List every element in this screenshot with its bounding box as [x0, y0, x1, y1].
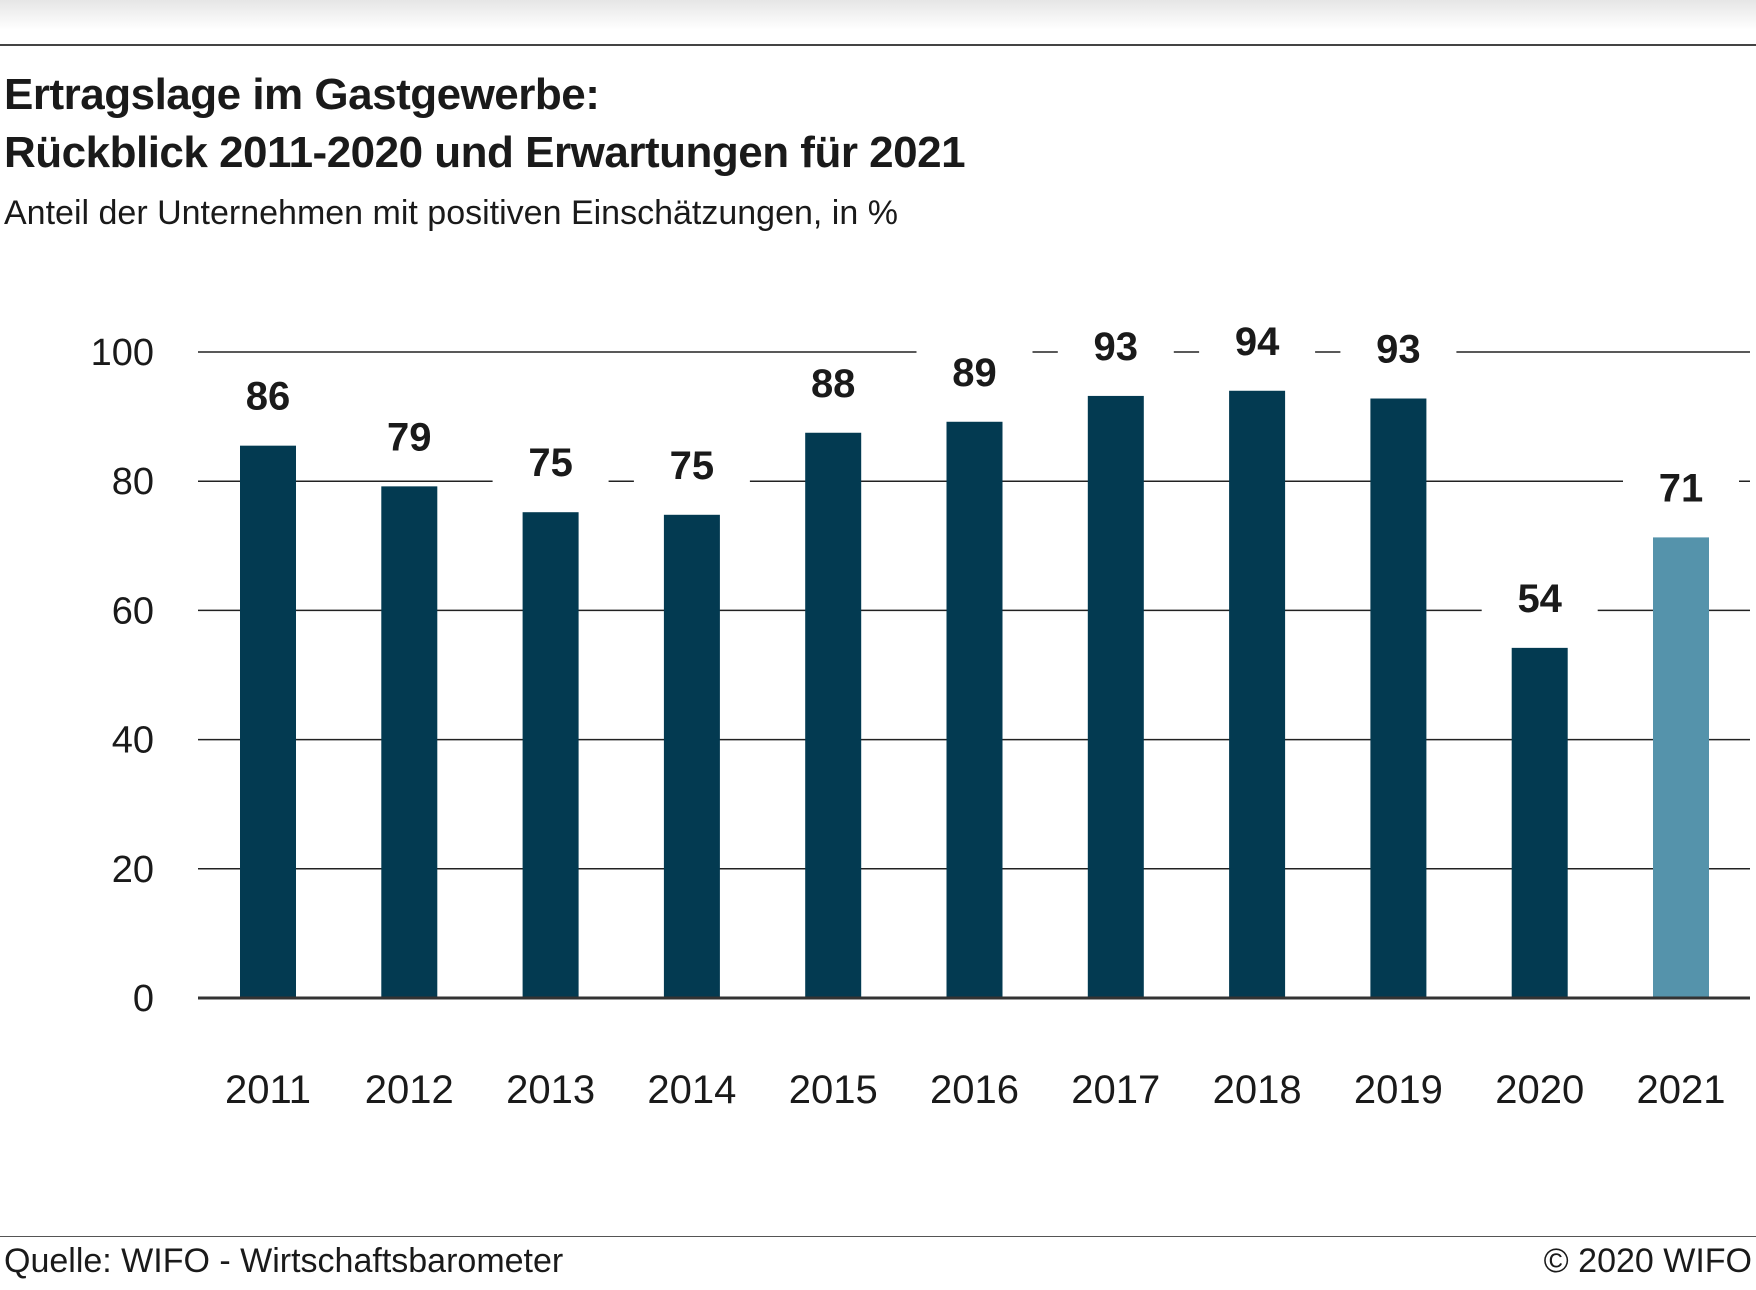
value-label-2019: 93: [1376, 328, 1421, 372]
bottom-rule: [0, 1236, 1756, 1237]
value-label-background: [1481, 575, 1598, 622]
x-tick-label-2012: 2012: [365, 1068, 454, 1112]
value-labels: 86 79 75 75 88 89 93 94 93 54 71: [210, 318, 1739, 622]
top-rule: [0, 44, 1756, 46]
value-label-2014: 75: [670, 444, 715, 488]
value-label-2016: 89: [952, 351, 997, 395]
chart-title-line-1: Ertragslage im Gastgewerbe:: [4, 70, 600, 119]
copyright-note: © 2020 WIFO: [1543, 1242, 1752, 1280]
y-tick-label: 80: [112, 461, 154, 503]
value-label-background: [1199, 318, 1316, 365]
y-tick-label: 100: [91, 332, 154, 374]
x-tick-label-2011: 2011: [225, 1068, 311, 1112]
x-tick-label-2018: 2018: [1213, 1068, 1302, 1112]
bar-2011: [240, 445, 296, 998]
bar-2016: [946, 421, 1003, 998]
value-label-2013: 75: [528, 441, 573, 485]
x-tick-label-2015: 2015: [789, 1068, 878, 1112]
bar-2019: [1370, 398, 1427, 999]
bar-2020: [1511, 647, 1568, 998]
x-tick-label-2019: 2019: [1354, 1068, 1443, 1112]
bar-2015: [805, 432, 862, 998]
value-label-2018: 94: [1235, 320, 1280, 364]
value-label-2020: 54: [1517, 577, 1562, 621]
value-label-background: [633, 442, 750, 489]
value-label-background: [210, 373, 326, 420]
x-tick-label-2016: 2016: [930, 1068, 1019, 1112]
bar-2014: [663, 514, 720, 998]
value-label-background: [916, 349, 1033, 396]
value-label-background: [1057, 323, 1174, 370]
value-label-2021: 71: [1659, 466, 1704, 510]
chart-subtitle: Anteil der Unternehmen mit positiven Ein…: [4, 194, 898, 232]
value-label-2012: 79: [387, 415, 432, 459]
x-tick-label-2017: 2017: [1071, 1068, 1160, 1112]
bars: [240, 390, 1709, 999]
axes: 0 20 40 60 80 100 2011 2012 2013 2014 2015 2016 2017…: [91, 332, 1750, 1112]
x-tick-label-2021: 2021: [1637, 1068, 1726, 1112]
top-shade: [0, 0, 1756, 30]
value-label-background: [1340, 326, 1457, 373]
bar-2012: [381, 486, 438, 998]
value-label-2017: 93: [1094, 325, 1139, 369]
value-label-2015: 88: [811, 362, 856, 406]
value-label-background: [775, 360, 892, 407]
x-tick-label-2020: 2020: [1495, 1068, 1584, 1112]
x-tick-label-2014: 2014: [647, 1068, 736, 1112]
bar-2021: [1653, 537, 1709, 998]
chart-title-line-2: Rückblick 2011-2020 und Erwartungen für …: [4, 128, 966, 177]
y-tick-label: 60: [112, 590, 154, 632]
bar-chart: 86 79 75 75 88 89 93 94 93 54 71 0 20 40 60 80 100 2011 2…: [91, 318, 1750, 1112]
value-label-background: [351, 414, 468, 461]
value-label-background: [492, 440, 609, 487]
y-tick-label: 20: [112, 849, 154, 891]
bar-2017: [1087, 395, 1144, 999]
y-tick-label: 40: [112, 720, 154, 762]
source-note: Quelle: WIFO - Wirtschaftsbarometer: [4, 1242, 564, 1280]
value-label-background: [1623, 465, 1739, 512]
value-label-2011: 86: [246, 375, 291, 419]
y-tick-label: 0: [133, 978, 154, 1020]
bar-2013: [522, 512, 579, 998]
x-tick-label-2013: 2013: [506, 1068, 595, 1112]
bar-2018: [1229, 390, 1286, 998]
